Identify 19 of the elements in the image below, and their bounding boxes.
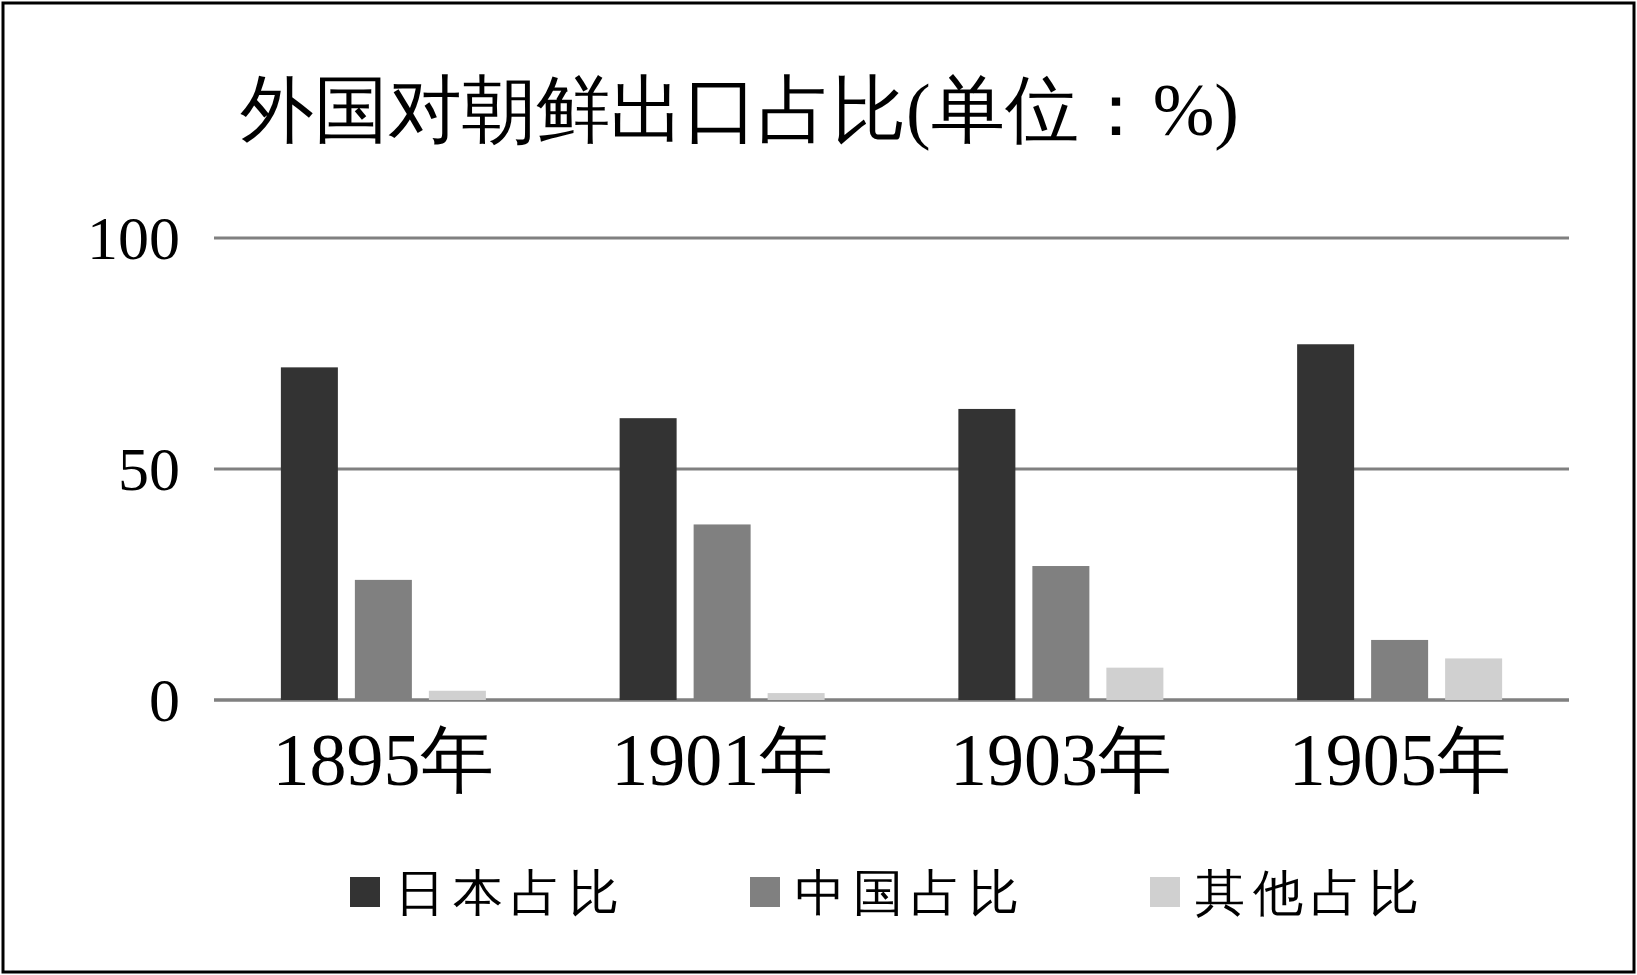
x-tick-label: 1903年 bbox=[949, 719, 1172, 801]
bar bbox=[428, 690, 486, 700]
bar bbox=[1445, 658, 1503, 700]
bar bbox=[767, 693, 825, 700]
legend-label: 中国占比 bbox=[795, 865, 1027, 921]
y-tick-label: 100 bbox=[87, 204, 180, 272]
x-tick-label: 1895年 bbox=[272, 719, 495, 801]
bar bbox=[280, 367, 338, 700]
bar bbox=[958, 408, 1016, 700]
x-tick-label: 1901年 bbox=[611, 719, 834, 801]
legend-label: 其他占比 bbox=[1195, 865, 1427, 921]
bar bbox=[619, 418, 677, 700]
legend-label: 日本占比 bbox=[395, 865, 627, 921]
y-tick-label: 50 bbox=[118, 435, 180, 503]
bar bbox=[1297, 344, 1355, 700]
chart-title: 外国对朝鲜出口占比(单位：%) bbox=[240, 69, 1239, 151]
x-tick-label: 1905年 bbox=[1288, 719, 1511, 801]
y-tick-label: 0 bbox=[149, 666, 180, 734]
bar bbox=[1106, 667, 1164, 700]
